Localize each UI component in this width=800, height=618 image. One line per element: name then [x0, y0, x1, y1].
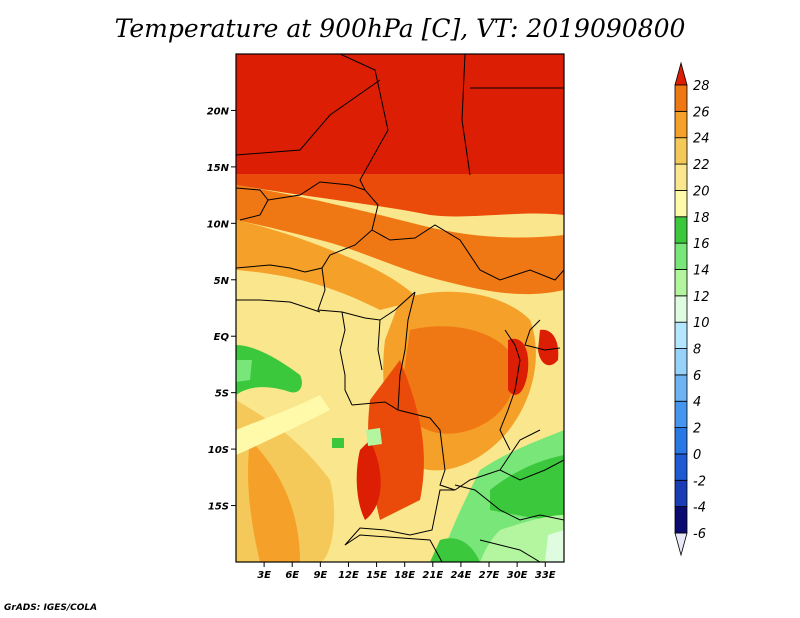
lon-tick-label: 30E — [507, 570, 528, 581]
colorbar-label: 24 — [693, 132, 710, 147]
longitude-axis: 3E 6E 9E 12E 15E 18E 21E 24E 27E 30E 33E — [257, 562, 556, 581]
lat-tick-label: 10N — [207, 219, 230, 230]
colorbar-label: 16 — [693, 237, 710, 252]
colorbar-box — [674, 242, 688, 270]
colorbar-box — [674, 269, 688, 297]
temperature-field — [236, 54, 564, 562]
colorbar-label: 4 — [693, 395, 701, 410]
colorbar-label: 0 — [693, 448, 701, 463]
colorbar-box — [674, 400, 688, 428]
lat-tick-label: 15S — [208, 502, 229, 513]
colorbar-box — [674, 321, 688, 349]
latitude-axis: 20N 15N 10N 5N EQ 5S 10S 15S — [207, 106, 236, 513]
colorbar-label: 10 — [693, 316, 710, 331]
map-frame — [235, 53, 565, 563]
lon-tick-label: 9E — [313, 570, 327, 581]
lon-tick-label: 12E — [338, 570, 359, 581]
colorbar-bottom-triangle — [674, 532, 688, 557]
lon-tick-label: 15E — [366, 570, 387, 581]
colorbar-box — [674, 110, 688, 139]
colorbar-label: 8 — [693, 343, 701, 358]
colorbar-label: 12 — [693, 290, 710, 305]
colorbar-box — [674, 190, 688, 218]
colorbar-label: 6 — [693, 369, 701, 384]
colorbar-box — [674, 348, 688, 376]
colorbar-top-triangle — [674, 61, 688, 86]
colorbar-box — [674, 453, 688, 481]
colorbar-label: 20 — [693, 184, 710, 199]
lat-tick-label: 15N — [207, 163, 230, 174]
colorbar-label: -4 — [693, 501, 706, 516]
lon-tick-label: 33E — [535, 570, 556, 581]
lat-tick-label: 5S — [215, 389, 229, 400]
lon-tick-label: 18E — [394, 570, 415, 581]
colorbar-label: -6 — [693, 527, 706, 542]
lon-tick-label: 21E — [422, 570, 443, 581]
lat-tick-label: 5N — [214, 276, 230, 287]
lat-tick-label: EQ — [214, 332, 230, 343]
lat-tick-label: 20N — [207, 106, 230, 117]
colorbar-box — [674, 137, 688, 165]
colorbar-label: 2 — [693, 422, 701, 437]
country-borders — [236, 54, 564, 562]
colorbar-label: 28 — [693, 79, 710, 94]
colorbar-label: 18 — [693, 211, 710, 226]
colorbar-box — [674, 163, 688, 191]
colorbar-box — [674, 84, 688, 112]
colorbar-label: 26 — [693, 105, 710, 120]
lon-tick-label: 27E — [479, 570, 500, 581]
colorbar-box — [674, 479, 688, 508]
colorbar-box — [674, 295, 688, 323]
colorbar-box — [674, 216, 688, 244]
credit-label: GrADS: IGES/COLA — [4, 603, 98, 613]
colorbar-label: -2 — [693, 474, 706, 489]
colorbar-box — [674, 427, 688, 455]
lon-tick-label: 6E — [285, 570, 299, 581]
colorbar-label: 14 — [693, 263, 710, 278]
lon-tick-label: 3E — [257, 570, 271, 581]
colorbar-label: 22 — [693, 158, 710, 173]
lon-tick-label: 24E — [451, 570, 472, 581]
lat-tick-label: 10S — [208, 445, 229, 456]
colorbar-box — [674, 506, 688, 534]
colorbar-box — [674, 374, 688, 402]
map-title: Temperature at 900hPa [C], VT: 201909080… — [114, 14, 686, 43]
